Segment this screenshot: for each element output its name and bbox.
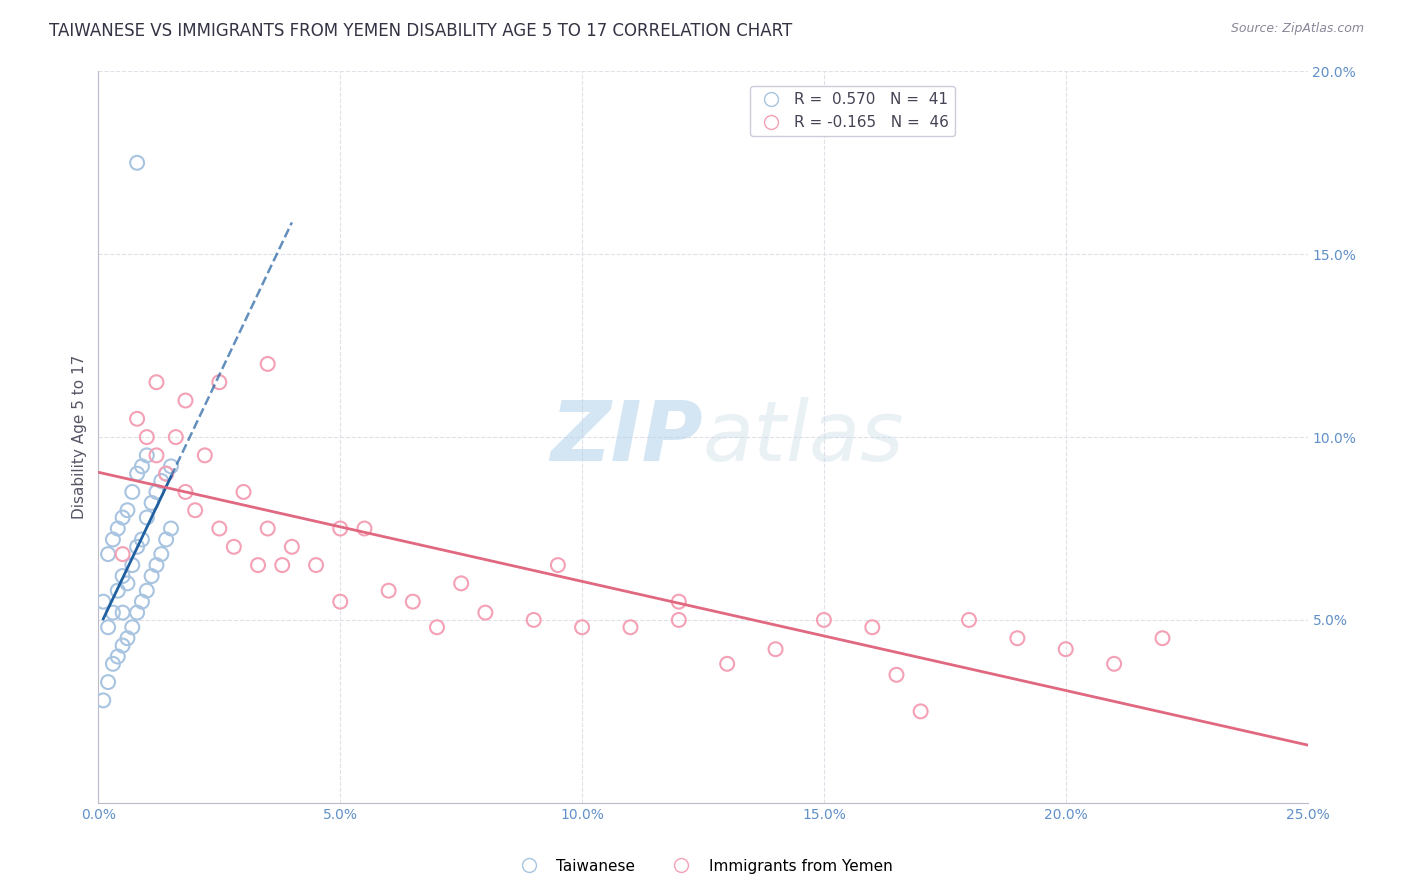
Legend: R =  0.570   N =  41, R = -0.165   N =  46: R = 0.570 N = 41, R = -0.165 N = 46 [749, 87, 955, 136]
Text: Source: ZipAtlas.com: Source: ZipAtlas.com [1230, 22, 1364, 36]
Point [1007, 632, 1029, 646]
Point [256, 357, 278, 371]
Point [107, 649, 129, 664]
Point [127, 606, 149, 620]
Point [150, 474, 173, 488]
Point [1152, 632, 1174, 646]
Point [111, 547, 134, 561]
Legend: Taiwanese, Immigrants from Yemen: Taiwanese, Immigrants from Yemen [508, 853, 898, 880]
Point [910, 705, 932, 719]
Point [329, 594, 352, 608]
Point [97, 675, 120, 690]
Point [141, 496, 163, 510]
Point [145, 485, 167, 500]
Point [91, 594, 114, 608]
Point [184, 503, 207, 517]
Point [716, 657, 738, 671]
Point [111, 639, 134, 653]
Point [127, 540, 149, 554]
Point [222, 540, 245, 554]
Point [101, 533, 124, 547]
Point [247, 558, 270, 573]
Point [101, 606, 124, 620]
Point [155, 467, 177, 481]
Point [450, 576, 472, 591]
Point [668, 594, 690, 608]
Point [135, 583, 157, 598]
Point [135, 510, 157, 524]
Point [97, 620, 120, 634]
Point [131, 459, 153, 474]
Point [145, 448, 167, 462]
Point [135, 430, 157, 444]
Point [127, 156, 149, 170]
Point [121, 485, 143, 500]
Point [150, 547, 173, 561]
Point [174, 393, 197, 408]
Point [860, 620, 883, 634]
Point [145, 558, 167, 573]
Point [91, 693, 114, 707]
Point [135, 448, 157, 462]
Point [111, 569, 134, 583]
Point [127, 412, 149, 426]
Point [619, 620, 641, 634]
Point [571, 620, 593, 634]
Point [101, 657, 124, 671]
Point [208, 521, 231, 535]
Point [668, 613, 690, 627]
Point [111, 606, 134, 620]
Point [1054, 642, 1077, 657]
Point [305, 558, 328, 573]
Point [160, 459, 183, 474]
Point [957, 613, 980, 627]
Point [97, 547, 120, 561]
Point [271, 558, 294, 573]
Point [121, 620, 143, 634]
Point [426, 620, 449, 634]
Text: atlas: atlas [703, 397, 904, 477]
Y-axis label: Disability Age 5 to 17: Disability Age 5 to 17 [72, 355, 87, 519]
Point [131, 533, 153, 547]
Point [474, 606, 496, 620]
Point [127, 467, 149, 481]
Point [117, 503, 139, 517]
Point [523, 613, 546, 627]
Text: TAIWANESE VS IMMIGRANTS FROM YEMEN DISABILITY AGE 5 TO 17 CORRELATION CHART: TAIWANESE VS IMMIGRANTS FROM YEMEN DISAB… [49, 22, 793, 40]
Point [155, 467, 177, 481]
Point [329, 521, 352, 535]
Point [131, 594, 153, 608]
Point [194, 448, 217, 462]
Point [117, 576, 139, 591]
Point [174, 485, 197, 500]
Point [145, 375, 167, 389]
Point [256, 521, 278, 535]
Point [232, 485, 254, 500]
Point [107, 521, 129, 535]
Point [813, 613, 835, 627]
Point [765, 642, 787, 657]
Point [111, 510, 134, 524]
Point [155, 533, 177, 547]
Point [402, 594, 425, 608]
Point [117, 632, 139, 646]
Point [107, 583, 129, 598]
Point [121, 558, 143, 573]
Point [160, 521, 183, 535]
Point [547, 558, 569, 573]
Text: ZIP: ZIP [550, 397, 703, 477]
Point [886, 667, 908, 681]
Point [208, 375, 231, 389]
Point [281, 540, 304, 554]
Point [165, 430, 187, 444]
Point [377, 583, 399, 598]
Point [353, 521, 375, 535]
Point [141, 569, 163, 583]
Point [1102, 657, 1125, 671]
